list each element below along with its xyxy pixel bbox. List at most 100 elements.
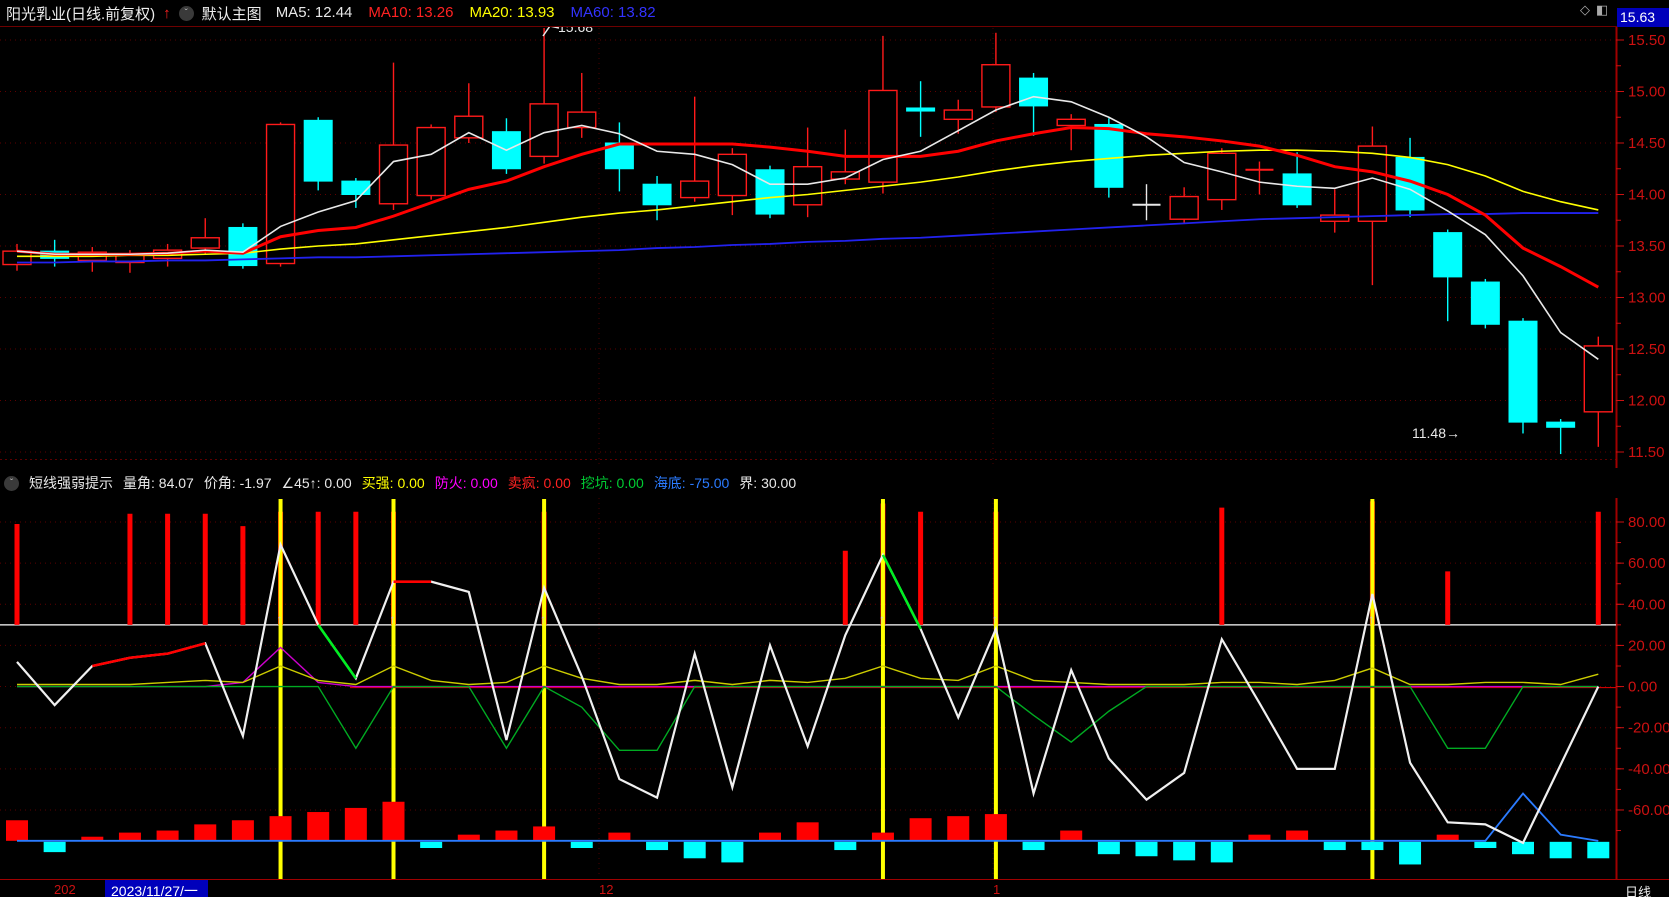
- trend-up-icon: ↑: [163, 4, 171, 22]
- price-tick-label: 11.50: [1628, 444, 1664, 461]
- candle: [1245, 161, 1274, 195]
- candle: [2, 243, 32, 271]
- buy-arrow-marker: ↑: [277, 612, 283, 626]
- candle: [1470, 278, 1500, 329]
- ma-label-1: MA10: 13.26: [368, 4, 454, 21]
- indicator-field-7: 海底: -75.00: [653, 475, 730, 491]
- price-tick-label: 14.00: [1628, 187, 1666, 204]
- price-tick-label: 13.50: [1628, 238, 1666, 255]
- candle: [1056, 114, 1086, 151]
- candle: [303, 117, 333, 191]
- month-label-0: 12: [599, 882, 614, 897]
- sub-tick-label: 20.00: [1628, 637, 1666, 654]
- signal-bars: [14, 501, 1601, 625]
- ma-label-3: MA60: 13.82: [570, 4, 656, 21]
- buy-arrow-marker: ↑: [390, 612, 396, 626]
- price-tick-label: 13.00: [1628, 290, 1666, 307]
- ma-labels: MA5: 12.44 MA10: 13.26 MA20: 13.93 MA60: 13…: [270, 4, 666, 22]
- buy-arrow-marker: ↑: [992, 612, 998, 626]
- diamond-icon[interactable]: ◇: [1580, 2, 1590, 17]
- sub-tick-label: -40.00: [1628, 761, 1669, 778]
- panel-layout-icon[interactable]: ◧: [1596, 2, 1609, 17]
- price-tick-label: 12.50: [1628, 341, 1666, 358]
- indicator-field-4: 防火: 0.00: [434, 475, 498, 491]
- candle: [1207, 148, 1237, 210]
- candle: [77, 247, 108, 272]
- candle: [1282, 152, 1312, 208]
- price-axis-highlight: 15.63: [1617, 8, 1669, 27]
- ma-label-2: MA20: 13.93: [469, 4, 555, 21]
- candle: [1546, 419, 1576, 455]
- indicator-field-0: 量角: 84.07: [123, 475, 194, 491]
- window-controls: ◇ ◧: [1580, 2, 1608, 18]
- title-bar: 阳光乳业(日线.前复权) ↑ ˇ 默认主图 MA5: 12.44 MA10: 13…: [0, 0, 1669, 27]
- price-tick-label: 14.50: [1628, 135, 1666, 152]
- candle: [1583, 336, 1614, 447]
- white-line-overlay: [881, 554, 922, 630]
- candle: [868, 35, 898, 194]
- indicator-field-5: 卖疯: 0.00: [507, 475, 571, 491]
- ma5-line: [16, 95, 1599, 360]
- date-axis[interactable]: 202 2023/11/27/一 12 1 日线: [0, 879, 1669, 897]
- blue-line: [17, 792, 1599, 842]
- sub-tick-label: -60.00: [1628, 802, 1669, 819]
- candle: [1094, 118, 1124, 198]
- candle: [416, 124, 446, 200]
- sub-tick-label: 60.00: [1628, 555, 1666, 572]
- candle: [680, 96, 710, 202]
- price-tick-label: 12.00: [1628, 393, 1666, 410]
- white-indicator-line: [16, 541, 1600, 845]
- sub-tick-label: -20.00: [1628, 720, 1669, 737]
- candle: [717, 148, 748, 216]
- month-label-1: 1: [993, 882, 1001, 897]
- candle: [190, 218, 220, 255]
- candle: [604, 122, 634, 192]
- candle: [491, 118, 521, 174]
- candle: [755, 165, 785, 219]
- ma-label-0: MA5: 12.44: [275, 4, 353, 21]
- candle: [1395, 137, 1425, 218]
- candle: [1357, 126, 1388, 286]
- chevron-down-icon[interactable]: ˇ: [178, 5, 194, 21]
- sub-axis: 80.00 60.00 40.00 20.00 0.00 -20.00 -40.00 -60.…: [1616, 514, 1669, 832]
- ma20-line: [17, 149, 1599, 258]
- indicator-field-6: 挖坑: 0.00: [580, 475, 644, 491]
- ma10-line: [16, 126, 1600, 289]
- candle: [341, 178, 371, 208]
- price-tick-label: 15.00: [1628, 84, 1666, 101]
- candle: [529, 28, 559, 164]
- candle: [265, 122, 296, 267]
- ma-lines: [16, 95, 1600, 360]
- candle: [1433, 229, 1463, 322]
- date-highlight: 2023/11/27/一: [105, 880, 208, 897]
- indicator-values: 量角: 84.07 价角: -1.97 ∠45↑: 0.00 买强: 0.00 防火: …: [123, 473, 806, 493]
- sub-lines: [16, 541, 1600, 845]
- candle: [1019, 72, 1049, 136]
- buy-arrow-marker: ↑: [879, 612, 885, 626]
- candle: [378, 62, 409, 210]
- sub-tick-label: 0.00: [1628, 679, 1657, 696]
- indicator-name[interactable]: 短线强弱提示: [29, 475, 113, 491]
- candle: [1508, 318, 1538, 434]
- price-tick-label: 15.50: [1628, 32, 1666, 49]
- candle: [906, 81, 936, 137]
- candle: [567, 72, 597, 138]
- month-separators: [598, 28, 994, 878]
- candle: [981, 32, 1011, 113]
- indicator-field-8: 界: 30.00: [739, 475, 797, 491]
- main-chart-preset-label[interactable]: 默认主图: [201, 5, 262, 23]
- momentum-bars: [6, 801, 1610, 865]
- buy-arrow-marker: ↑: [540, 612, 546, 626]
- indicator-field-3: 买强: 0.00: [361, 475, 425, 491]
- sub-tick-label: 40.00: [1628, 596, 1666, 613]
- candle: [1169, 187, 1199, 224]
- yellow-line: [17, 665, 1599, 686]
- candle: [792, 127, 823, 218]
- period-label[interactable]: 日线: [1625, 885, 1652, 897]
- candle: [642, 175, 672, 221]
- sub-tick-label: 80.00: [1628, 514, 1666, 531]
- price-axis: 15.50 15.00 14.50 14.00 13.50 13.00 12.50 12.00…: [1616, 32, 1666, 461]
- collapse-icon[interactable]: ˇ: [4, 475, 19, 491]
